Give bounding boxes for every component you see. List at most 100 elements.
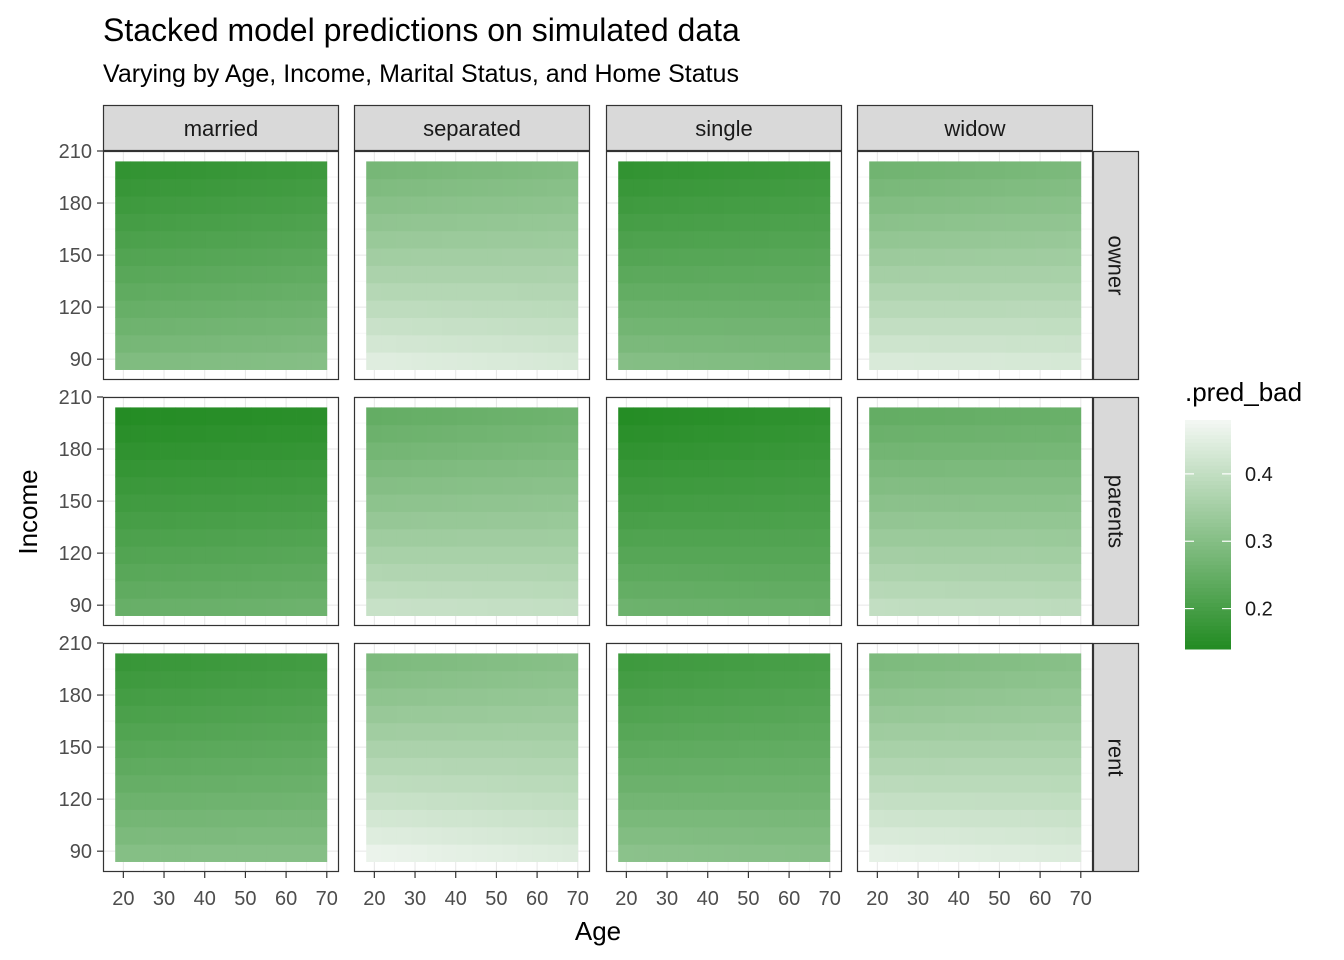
heatmap-tile xyxy=(899,213,915,232)
heatmap-tile xyxy=(266,580,282,599)
heatmap-tile xyxy=(532,563,548,582)
heatmap-tile xyxy=(899,844,915,862)
heatmap-tile xyxy=(1035,705,1051,724)
heatmap-tile xyxy=(708,844,725,862)
heatmap-tile xyxy=(517,334,533,353)
heatmap-tile xyxy=(487,213,503,232)
heatmap-tile xyxy=(678,688,695,706)
heatmap-tile xyxy=(562,653,579,672)
heatmap-tile xyxy=(115,178,131,197)
heatmap-tile xyxy=(145,546,161,564)
heatmap-tile xyxy=(221,230,237,249)
heatmap-tile xyxy=(381,774,397,793)
heatmap-tile xyxy=(190,300,207,318)
heatmap-tile xyxy=(944,670,961,689)
heatmap-tile xyxy=(281,740,297,758)
heatmap-tile xyxy=(221,424,237,443)
heatmap-tile xyxy=(929,546,946,564)
heatmap-tile xyxy=(175,844,192,862)
heatmap-tile xyxy=(221,248,237,266)
heatmap-tile xyxy=(296,494,313,512)
heatmap-tile xyxy=(663,476,680,495)
heatmap-tile xyxy=(899,334,915,353)
heatmap-tile xyxy=(814,598,831,616)
heatmap-tile xyxy=(366,442,382,460)
heatmap-tile xyxy=(648,670,664,689)
heatmap-tile xyxy=(502,161,518,180)
heatmap-tile xyxy=(236,740,252,758)
heatmap-tile xyxy=(1035,230,1051,249)
legend-colorbar-segment xyxy=(1185,473,1231,478)
heatmap-tile xyxy=(296,757,313,776)
heatmap-tile xyxy=(190,352,207,370)
heatmap-tile xyxy=(411,511,428,530)
heatmap-tile xyxy=(990,528,1006,547)
heatmap-tile xyxy=(281,334,297,353)
heatmap-tile xyxy=(633,317,649,336)
heatmap-tile xyxy=(899,774,915,793)
heatmap-tile xyxy=(975,792,991,810)
heatmap-tile xyxy=(547,688,564,706)
heatmap-tile xyxy=(1020,459,1036,478)
heatmap-tile xyxy=(251,774,267,793)
heatmap-tile xyxy=(1005,442,1021,460)
heatmap-tile xyxy=(547,722,564,741)
heatmap-tile xyxy=(929,248,946,266)
heatmap-tile xyxy=(160,407,177,426)
heatmap-tile xyxy=(562,459,579,478)
heatmap-tile xyxy=(396,442,412,460)
heatmap-tile xyxy=(769,459,785,478)
heatmap-tile xyxy=(1005,407,1021,426)
heatmap-tile xyxy=(975,670,991,689)
heatmap-tile xyxy=(929,407,946,426)
y-tick-label: 210 xyxy=(59,141,92,163)
heatmap-tile xyxy=(296,580,313,599)
legend-colorbar-segment xyxy=(1185,607,1231,612)
heatmap-tile xyxy=(411,792,428,810)
heatmap-tile xyxy=(724,688,740,706)
heatmap-tile xyxy=(145,774,161,793)
heatmap-tile xyxy=(396,826,412,845)
heatmap-tile xyxy=(532,282,548,301)
heatmap-tile xyxy=(547,740,564,758)
heatmap-tile xyxy=(251,334,267,353)
heatmap-tile xyxy=(130,213,146,232)
heatmap-tile xyxy=(929,178,946,197)
heatmap-tile xyxy=(914,740,931,758)
heatmap-tile xyxy=(990,774,1006,793)
heatmap-tile xyxy=(266,459,282,478)
heatmap-tile xyxy=(145,161,161,180)
heatmap-tile xyxy=(899,317,915,336)
heatmap-tile xyxy=(236,334,252,353)
x-tick-label: 50 xyxy=(737,888,759,910)
heatmap-tile xyxy=(739,442,755,460)
heatmap-tile xyxy=(221,196,237,214)
heatmap-tile xyxy=(739,688,755,706)
heatmap-tile xyxy=(547,161,564,180)
heatmap-tile xyxy=(426,407,443,426)
heatmap-tile xyxy=(929,352,946,370)
heatmap-tile xyxy=(251,563,267,582)
heatmap-tile xyxy=(899,230,915,249)
heatmap-tile xyxy=(754,248,770,266)
heatmap-tile xyxy=(487,317,503,336)
heatmap-tile xyxy=(633,563,649,582)
heatmap-tile xyxy=(487,459,503,478)
heatmap-tile xyxy=(130,844,146,862)
heatmap-tile xyxy=(990,265,1006,284)
heatmap-tile xyxy=(281,688,297,706)
heatmap-tile xyxy=(724,563,740,582)
heatmap-tile xyxy=(190,407,207,426)
legend-colorbar-segment xyxy=(1185,420,1231,425)
heatmap-tile xyxy=(190,563,207,582)
heatmap-tile xyxy=(959,424,976,443)
heatmap-tile xyxy=(799,213,816,232)
x-tick-label: 20 xyxy=(615,888,637,910)
heatmap-tile xyxy=(769,476,785,495)
heatmap-tile xyxy=(296,511,313,530)
heatmap-tile xyxy=(236,563,252,582)
heatmap-tile xyxy=(281,282,297,301)
heatmap-tile xyxy=(959,809,976,828)
heatmap-tile xyxy=(281,230,297,249)
